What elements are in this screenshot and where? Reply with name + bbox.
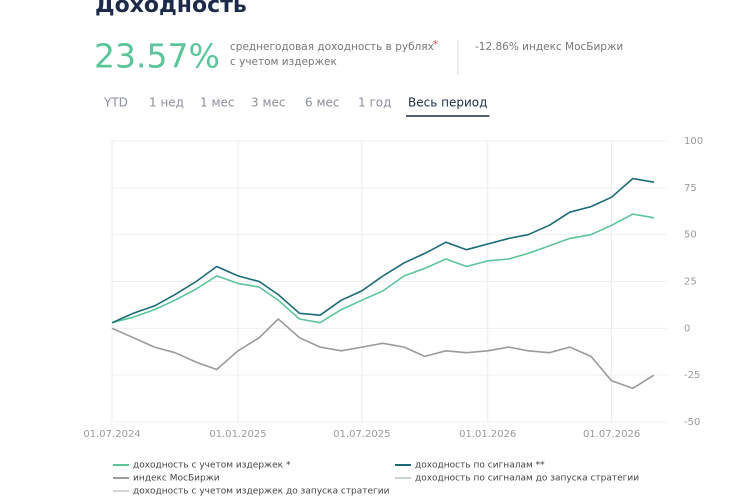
footnote-star: * — [433, 39, 438, 51]
y-tick-label: 50 — [684, 230, 697, 241]
y-tick-label: 100 — [684, 136, 703, 147]
return-value: 23.57% — [94, 37, 220, 76]
x-tick-label: 01.07.2024 — [83, 429, 140, 440]
y-tick-label: 25 — [684, 277, 697, 288]
x-tick-label: 01.07.2025 — [333, 429, 390, 440]
tab[interactable]: Весь период — [408, 96, 487, 110]
legend: доходность с учетом издержек * доходность… — [113, 461, 639, 497]
tab[interactable]: 1 нед — [149, 96, 184, 110]
legend-label: доходность по сигналам ** — [415, 461, 545, 471]
index-note: -12.86% индекс МосБиржи — [475, 41, 623, 53]
x-tick-label: 01.01.2026 — [459, 429, 516, 440]
tab[interactable]: YTD — [103, 96, 128, 110]
legend-label: доходность с учетом издержек * — [133, 461, 291, 471]
series-line — [111, 318, 655, 390]
legend-label: доходность с учетом издержек до запуска … — [133, 487, 390, 497]
y-tick-label: -50 — [684, 417, 700, 428]
x-tick-label: 01.07.2026 — [583, 429, 640, 440]
chart: -50 -25 0 25 50 75 100 01.07.2024 01.01.2025 01.0… — [83, 136, 703, 497]
series-line — [111, 177, 655, 324]
title: Доходность — [95, 0, 247, 18]
y-tick-label: 75 — [684, 183, 697, 194]
tab[interactable]: 1 год — [358, 96, 391, 110]
tab[interactable]: 1 мес — [200, 96, 234, 110]
legend-label: доходность по сигналам до запуска страте… — [415, 474, 639, 484]
return-desc: среднегодовая доходность в рублях — [230, 41, 434, 53]
return-desc: с учетом издержек — [230, 56, 337, 68]
legend-label: индекс МосБиржи — [133, 474, 220, 484]
y-tick-label: 0 — [684, 323, 690, 334]
tabs: YTD 1 нед 1 мес 3 мес 6 мес 1 год Весь период — [103, 96, 490, 117]
tab[interactable]: 6 мес — [305, 96, 339, 110]
x-tick-label: 01.01.2025 — [209, 429, 266, 440]
tab[interactable]: 3 мес — [251, 96, 285, 110]
series-line — [111, 213, 655, 324]
y-tick-label: -25 — [684, 370, 700, 381]
